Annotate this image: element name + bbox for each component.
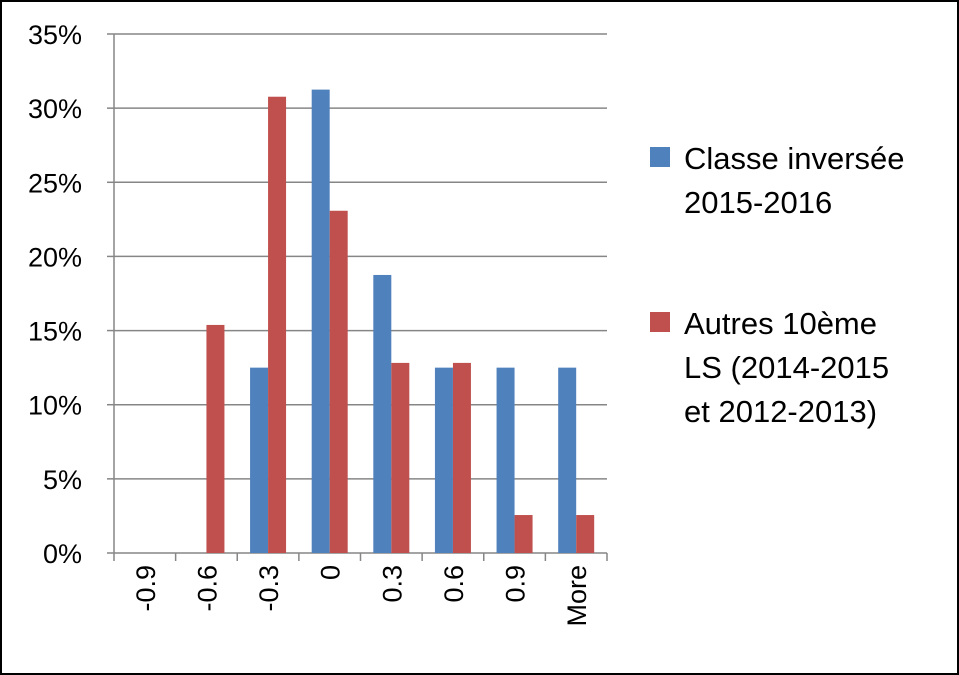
- x-tick-labels: -0.9 -0.6 -0.3 0 0.3 0.6 0.9 More: [131, 565, 592, 627]
- y-tick-label: 15%: [28, 317, 82, 347]
- y-tick-labels: 0% 5% 10% 15% 20% 25% 30% 35%: [28, 20, 82, 569]
- bar-series-1: [434, 367, 453, 553]
- x-tick-label: 0: [316, 565, 346, 580]
- bar-series-1: [373, 274, 392, 553]
- legend-label: Classe inversée: [684, 141, 905, 176]
- y-tick-label: 0%: [43, 539, 82, 569]
- y-tick-label: 10%: [28, 391, 82, 421]
- bar-series-2: [514, 515, 533, 553]
- bar-series-1: [558, 367, 577, 553]
- x-tick-label: 0.6: [439, 565, 469, 603]
- legend-label: et 2012-2013): [684, 394, 877, 429]
- x-tick-label: More: [562, 565, 592, 627]
- legend-label: LS (2014-2015: [684, 350, 889, 385]
- bar-series-2: [206, 324, 225, 553]
- gridlines: [114, 33, 607, 480]
- bar-series-2: [576, 515, 595, 553]
- y-tick-label: 25%: [28, 168, 82, 198]
- axes: [107, 33, 608, 561]
- x-tick-label: 0.3: [377, 565, 407, 603]
- legend-swatch: [650, 147, 670, 167]
- y-tick-label: 30%: [28, 94, 82, 124]
- bar-series-2: [452, 362, 471, 553]
- bars: [206, 89, 595, 553]
- legend-label: Autres 10ème: [684, 306, 877, 341]
- bar-series-1: [496, 367, 515, 553]
- x-tick-label: -0.6: [192, 565, 222, 612]
- legend-label: 2015-2016: [684, 185, 832, 220]
- x-tick-label: -0.9: [131, 565, 161, 612]
- bar-series-1: [311, 89, 330, 553]
- bar-series-2: [329, 210, 348, 553]
- x-tick-label: -0.3: [254, 565, 284, 612]
- y-tick-label: 20%: [28, 242, 82, 272]
- legend-swatch: [650, 312, 670, 332]
- y-tick-label: 5%: [43, 465, 82, 495]
- bar-series-1: [250, 367, 269, 553]
- x-tick-label: 0.9: [501, 565, 531, 603]
- y-tick-label: 35%: [28, 20, 82, 50]
- legend: Classe inversée 2015-2016 Autres 10ème LS (…: [650, 141, 905, 429]
- bar-series-2: [391, 362, 410, 553]
- bar-series-2: [268, 96, 287, 553]
